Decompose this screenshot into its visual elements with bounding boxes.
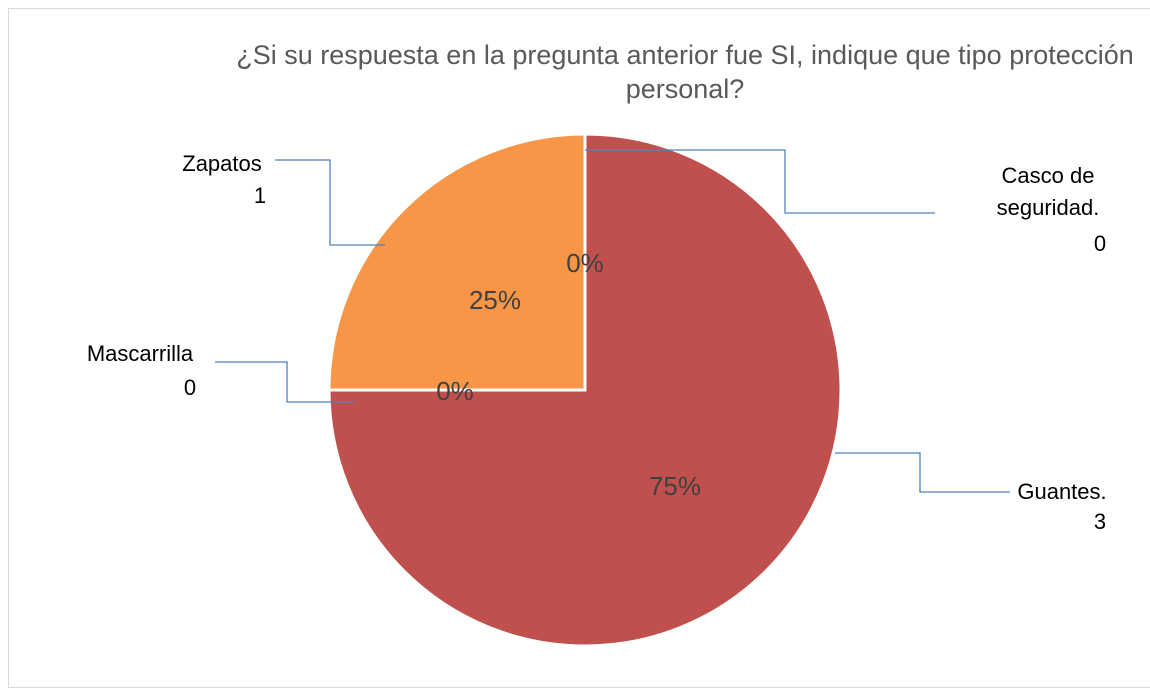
percent-label: 25% [469,285,521,315]
leader-line [835,452,1010,493]
category-label: Zapatos [182,151,262,176]
pie-slice [327,132,843,648]
percent-label: 0% [566,248,604,278]
category-label: Mascarrilla [86,341,194,366]
leader-line [585,149,935,214]
leader-line [275,159,385,246]
leader-line [215,361,355,403]
value-label: 0 [1093,231,1107,256]
chart-title: ¿Si su respuesta en la pregunta anterior… [236,40,1134,104]
pie-slice [327,132,587,392]
value-label: 3 [1093,509,1107,534]
category-label: Guantes. [1017,479,1107,504]
category-label: Casco de seguridad. [996,163,1100,220]
value-label: 0 [183,375,197,400]
value-label: 1 [253,183,267,208]
percent-label: 0% [436,376,474,406]
percent-label: 75% [649,471,701,501]
